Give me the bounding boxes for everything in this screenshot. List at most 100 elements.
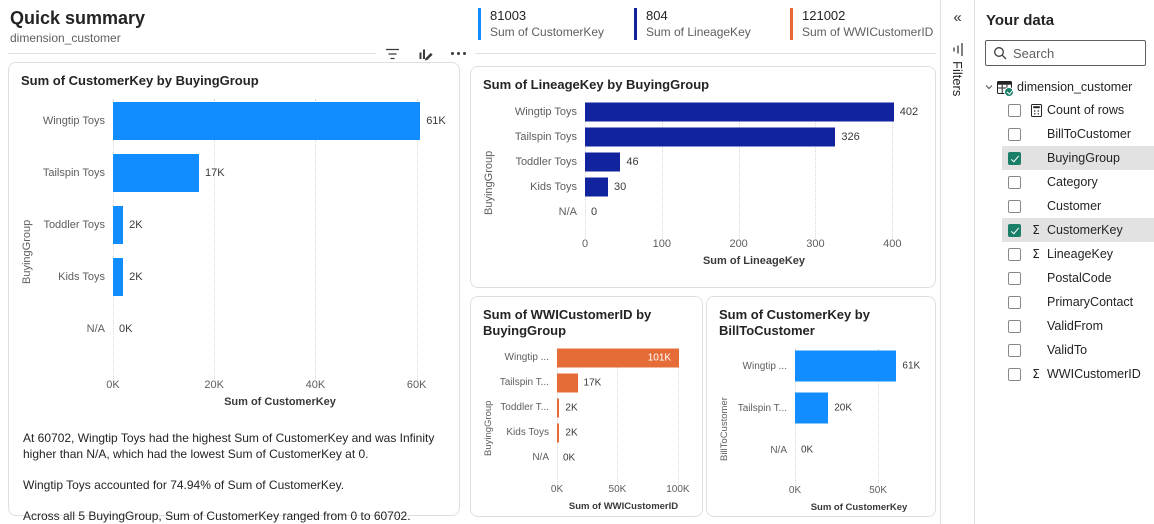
value-label: 61K (902, 360, 921, 372)
category-label: Toddler Toys (43, 219, 105, 231)
field-row-postalcode[interactable]: PostalCode (1002, 266, 1154, 290)
x-axis: 0K 20K 40K 60K (35, 379, 447, 394)
value-label: 2K (565, 402, 578, 413)
field-row-billtocustomer[interactable]: BillToCustomer (1002, 122, 1154, 146)
collapse-pane-button[interactable]: « (953, 9, 962, 26)
x-axis-title: Sum of LineageKey (702, 255, 806, 267)
search-box[interactable] (985, 40, 1146, 66)
checkbox-unchecked[interactable] (1008, 247, 1021, 261)
field-row-buyinggroup[interactable]: BuyingGroup (1002, 146, 1154, 170)
bar[interactable] (113, 154, 200, 192)
category-label: Tailspin Toys (514, 130, 577, 143)
checkbox-unchecked[interactable] (1008, 367, 1021, 381)
field-row-category[interactable]: Category (1002, 170, 1154, 194)
bar[interactable] (585, 127, 836, 146)
category-label: Tailspin T... (737, 402, 787, 414)
table-icon (997, 80, 1014, 97)
bar[interactable] (557, 423, 560, 442)
category-axis: Wingtip Toys Tailspin Toys Toddler Toys Kid… (497, 99, 585, 224)
field-label: WWICustomerID (1047, 367, 1141, 381)
category-axis: Wingtip ... Tailspin T... Toddler T... Kids… (497, 345, 557, 470)
sigma-icon: Σ (1032, 247, 1040, 261)
value-label: 0K (563, 452, 576, 463)
bar[interactable] (557, 398, 560, 417)
insights-text: At 60702, Wingtip Toys had the highest S… (21, 430, 447, 524)
field-row-wwicustomerid[interactable]: Σ WWICustomerID (1002, 362, 1154, 386)
x-axis-ticks: 0K 20K 40K 60K (106, 379, 447, 394)
visual-card-customerkey-by-billtocustomer[interactable]: Sum of CustomerKey by BillToCustomer Bil… (706, 296, 936, 517)
x-axis-tick-label: 40K (305, 379, 326, 391)
chart-body: Wingtip ... Tailspin T... Toddler T... Kids… (497, 345, 690, 512)
more-options-icon[interactable] (451, 52, 466, 55)
filter-icon[interactable] (385, 48, 400, 60)
bar-row: 101K (557, 345, 690, 370)
field-row-customer[interactable]: Customer (1002, 194, 1154, 218)
checkbox-unchecked[interactable] (1008, 175, 1021, 189)
bar[interactable] (585, 177, 609, 196)
bar[interactable] (113, 102, 421, 140)
x-axis-tick-label: 50K (608, 484, 627, 495)
visual-card-wwicustomerid-by-buyinggroup[interactable]: Sum of WWICustomerID by BuyingGroup Buyi… (470, 296, 703, 517)
filters-pane-icon[interactable] (952, 43, 963, 56)
visual-toolbar (376, 44, 475, 63)
bar[interactable] (113, 206, 124, 244)
checkbox-unchecked[interactable] (1008, 343, 1021, 357)
checkbox-unchecked[interactable] (1008, 199, 1021, 213)
checkbox-unchecked[interactable] (1008, 127, 1021, 141)
checkbox-unchecked[interactable] (1008, 103, 1021, 117)
bar-row: 46 (585, 149, 923, 174)
field-row-count-of-rows[interactable]: Count of rows (1002, 98, 1154, 122)
x-axis-title: Sum of CustomerKey (810, 502, 908, 513)
field-row-validto[interactable]: ValidTo (1002, 338, 1154, 362)
bar-row: 61K (113, 95, 447, 147)
checkbox-unchecked[interactable] (1008, 319, 1021, 333)
category-label: Kids Toys (506, 427, 549, 438)
field-row-lineagekey[interactable]: Σ LineageKey (1002, 242, 1154, 266)
visual-card-customerkey-by-buyinggroup[interactable]: Sum of CustomerKey by BuyingGroup Buying… (8, 62, 460, 523)
gridline (677, 349, 679, 484)
bar[interactable] (113, 258, 124, 296)
bar-row: 0K (795, 429, 923, 471)
bar[interactable] (585, 102, 894, 121)
value-label: 46 (626, 155, 639, 168)
your-data-pane: Your data dimension_customer Count of ro (976, 0, 1154, 524)
value-label: 20K (834, 402, 853, 414)
chart-title: Sum of LineageKey by BuyingGroup (483, 77, 710, 92)
checkbox-checked[interactable] (1008, 151, 1021, 165)
x-axis: 0K 50K (733, 485, 923, 500)
checkbox-checked[interactable] (1008, 223, 1021, 237)
value-label: 326 (841, 130, 860, 143)
stat-value: 121002 (802, 8, 846, 23)
bar-chart-customerkey-by-billtocustomer[interactable]: BillToCustomer Wingtip ... Tailspin T... N/… (719, 345, 923, 513)
field-row-primarycontact[interactable]: PrimaryContact (1002, 290, 1154, 314)
bar-row: 326 (585, 124, 923, 149)
bar[interactable] (795, 392, 829, 424)
chevron-down-icon[interactable] (984, 82, 994, 92)
field-row-customerkey[interactable]: Σ CustomerKey (1002, 218, 1154, 242)
x-axis-tick-label: 200 (729, 238, 748, 250)
checkbox-unchecked[interactable] (1008, 271, 1021, 285)
bar-chart-wwicustomerid-by-buyinggroup[interactable]: BuyingGroup Wingtip ... Tailspin T... Toddl… (483, 345, 690, 512)
checkbox-unchecked[interactable] (1008, 295, 1021, 309)
field-label: Category (1047, 175, 1098, 189)
gridline (738, 103, 740, 238)
table-node-dimension-customer[interactable]: dimension_customer (984, 80, 1154, 97)
visual-card-lineagekey-by-buyinggroup[interactable]: Sum of LineageKey by BuyingGroup BuyingG… (470, 66, 936, 288)
edit-visual-icon[interactable] (417, 47, 434, 61)
filters-pane-label[interactable]: Filters (950, 61, 965, 97)
bar[interactable] (557, 348, 680, 367)
bar[interactable] (585, 152, 621, 171)
axis-spacer (497, 238, 585, 253)
bar-row: 20K (795, 387, 923, 429)
search-icon (993, 46, 1007, 60)
category-axis: Wingtip Toys Tailspin Toys Toddler Toys Kid… (35, 95, 113, 355)
axis-spacer (497, 484, 557, 499)
bar-track-area: 402 326 46 30 0 (585, 99, 923, 238)
bar-chart-lineagekey-by-buyinggroup[interactable]: BuyingGroup Wingtip Toys Tailspin Toys Todd… (483, 99, 923, 267)
bar-chart-customerkey-by-buyinggroup[interactable]: BuyingGroup Wingtip Toys Tailspin Toys Todd… (21, 95, 447, 408)
search-input[interactable] (1013, 45, 1138, 61)
bar[interactable] (795, 350, 897, 382)
bar[interactable] (557, 373, 578, 392)
field-row-validfrom[interactable]: ValidFrom (1002, 314, 1154, 338)
